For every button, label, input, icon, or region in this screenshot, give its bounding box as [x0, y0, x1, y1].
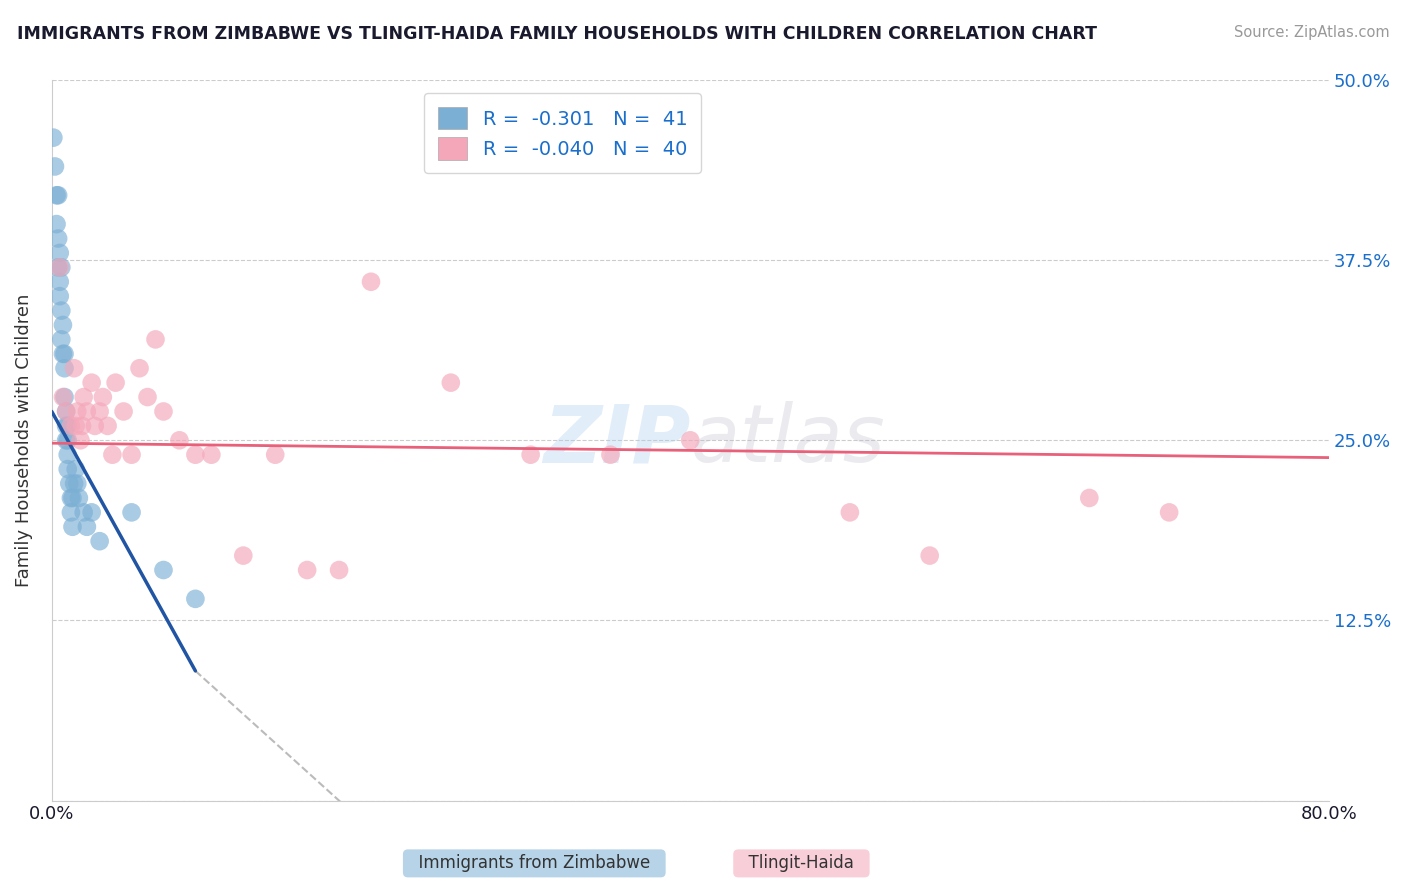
Point: [51, 333, 73, 347]
Point: [89, 404, 111, 418]
Point: [55, 404, 77, 418]
Point: [55, 434, 77, 448]
Point: [63, 476, 86, 491]
Point: [838, 505, 860, 519]
Point: [53, 390, 76, 404]
Point: [145, 333, 167, 347]
Point: [70, 418, 93, 433]
Point: [679, 434, 702, 448]
Point: [152, 404, 174, 418]
Point: [56, 462, 79, 476]
Point: [62, 520, 84, 534]
Point: [112, 404, 135, 418]
Point: [440, 376, 463, 390]
Point: [169, 434, 191, 448]
Y-axis label: Family Households with Children: Family Households with Children: [15, 293, 32, 587]
Point: [52, 390, 75, 404]
Point: [52, 347, 75, 361]
Point: [89, 534, 111, 549]
Point: [519, 448, 541, 462]
Point: [55, 418, 77, 433]
Point: [184, 448, 207, 462]
Point: [58, 476, 80, 491]
Text: Tlingit-Haida: Tlingit-Haida: [738, 855, 865, 872]
Text: Source: ZipAtlas.com: Source: ZipAtlas.com: [1233, 25, 1389, 40]
Text: atlas: atlas: [690, 401, 884, 479]
Point: [328, 563, 350, 577]
Point: [1159, 505, 1181, 519]
Point: [80, 376, 103, 390]
Point: [121, 505, 143, 519]
Point: [121, 448, 143, 462]
Point: [46, 188, 69, 202]
Point: [56, 418, 79, 433]
Text: ZIP: ZIP: [543, 401, 690, 479]
Point: [152, 563, 174, 577]
Point: [360, 275, 382, 289]
Point: [97, 418, 120, 433]
Point: [264, 448, 287, 462]
Point: [44, 160, 66, 174]
Point: [65, 462, 87, 476]
Point: [200, 448, 222, 462]
Point: [73, 505, 96, 519]
Point: [56, 434, 79, 448]
Point: [55, 404, 77, 418]
Point: [104, 376, 127, 390]
Point: [76, 404, 98, 418]
Point: [48, 246, 70, 260]
Point: [66, 476, 89, 491]
Point: [53, 347, 76, 361]
Point: [45, 188, 67, 202]
Point: [67, 491, 90, 505]
Text: IMMIGRANTS FROM ZIMBABWE VS TLINGIT-HAIDA FAMILY HOUSEHOLDS WITH CHILDREN CORREL: IMMIGRANTS FROM ZIMBABWE VS TLINGIT-HAID…: [17, 25, 1097, 43]
Legend: R =  -0.301   N =  41, R =  -0.040   N =  40: R = -0.301 N = 41, R = -0.040 N = 40: [425, 94, 700, 173]
Point: [69, 434, 91, 448]
Point: [51, 303, 73, 318]
Point: [101, 448, 124, 462]
Point: [1078, 491, 1101, 505]
Point: [48, 275, 70, 289]
Point: [56, 448, 79, 462]
Point: [918, 549, 941, 563]
Point: [59, 418, 82, 433]
Point: [232, 549, 254, 563]
Point: [80, 505, 103, 519]
Point: [599, 448, 621, 462]
Point: [65, 418, 87, 433]
Point: [45, 217, 67, 231]
Point: [42, 130, 65, 145]
Point: [128, 361, 150, 376]
Point: [53, 361, 76, 376]
Point: [51, 260, 73, 275]
Point: [76, 520, 98, 534]
Point: [46, 260, 69, 275]
Point: [184, 591, 207, 606]
Point: [66, 404, 89, 418]
Point: [91, 390, 114, 404]
Point: [46, 231, 69, 245]
Point: [62, 491, 84, 505]
Text: Immigrants from Zimbabwe: Immigrants from Zimbabwe: [408, 855, 661, 872]
Point: [295, 563, 318, 577]
Point: [59, 491, 82, 505]
Point: [63, 361, 86, 376]
Point: [83, 418, 105, 433]
Point: [59, 505, 82, 519]
Point: [73, 390, 96, 404]
Point: [52, 318, 75, 332]
Point: [48, 260, 70, 275]
Point: [48, 289, 70, 303]
Point: [136, 390, 159, 404]
